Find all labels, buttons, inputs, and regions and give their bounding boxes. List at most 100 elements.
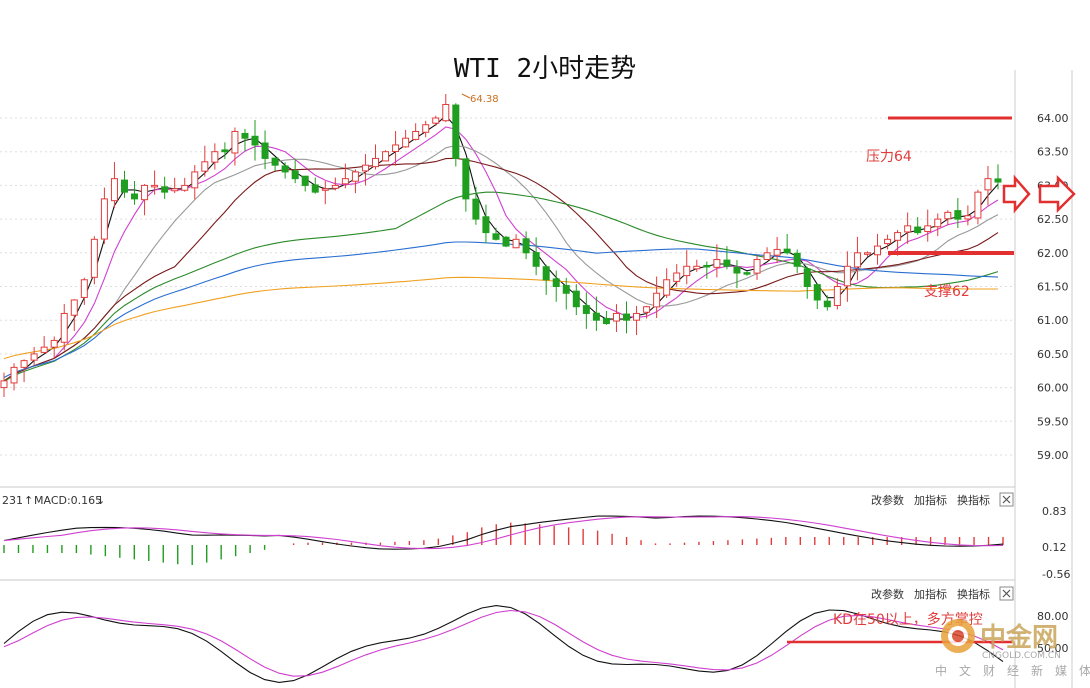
candle-body: [823, 300, 831, 308]
candle-body: [894, 232, 902, 241]
candle-body: [432, 117, 440, 124]
kd-add-indicator-button[interactable]: 加指标: [914, 587, 947, 601]
candle-body: [763, 252, 771, 260]
kd-d-line: [3, 609, 1004, 677]
candle-body: [743, 272, 751, 275]
kd-annotation: KD在50以上，多方掌控: [833, 611, 983, 628]
candle-body: [161, 186, 169, 193]
candle-body: [612, 312, 620, 322]
candle-body: [392, 144, 400, 152]
candle-body: [592, 312, 600, 321]
candle-body: [301, 175, 309, 186]
macd-prefix: 231: [2, 494, 23, 507]
candle-body: [10, 366, 18, 384]
macd-edit-params-button[interactable]: 改参数: [871, 493, 904, 507]
candle-body: [753, 259, 761, 274]
candle-body: [793, 252, 801, 267]
chart-title: WTI 2小时走势: [453, 54, 637, 84]
candle-body: [341, 178, 349, 185]
ma-line-250: [3, 276, 998, 360]
macd-dea-line: [3, 516, 1004, 550]
candle-body: [884, 238, 892, 245]
candle-body: [773, 248, 781, 256]
kd-tick-label: 50.00: [1037, 642, 1069, 655]
y-tick-label: 60.00: [1037, 382, 1069, 395]
svg-text:↑: ↑: [24, 494, 33, 507]
candle-body: [623, 313, 631, 321]
candle-body: [904, 225, 912, 233]
candle-body: [562, 285, 570, 294]
candlesticks: [0, 94, 1002, 398]
candle-body: [90, 238, 98, 278]
candle-body: [934, 218, 942, 228]
candle-body: [291, 170, 299, 180]
macd-lines: [3, 515, 1004, 550]
resistance-label: 压力64: [866, 149, 912, 165]
macd-tick-label: 0.12: [1042, 541, 1067, 554]
candle-body: [402, 137, 410, 148]
y-tick-label: 61.00: [1037, 314, 1069, 327]
candle-body: [251, 135, 259, 146]
candle-body: [703, 264, 711, 268]
candle-body: [361, 164, 369, 172]
candle-body: [120, 179, 128, 193]
kd-toolbar: 改参数 加指标 换指标: [871, 586, 1014, 601]
ma-line-60: [3, 191, 999, 382]
candle-body: [833, 286, 841, 306]
candle-body: [874, 245, 882, 256]
candle-body: [713, 259, 721, 268]
macd-histogram: [3, 522, 1004, 565]
candle-body: [331, 184, 339, 189]
candle-body: [20, 360, 28, 368]
candle-body: [110, 178, 118, 202]
y-tick-label: 59.00: [1037, 449, 1069, 462]
candle-body: [100, 198, 108, 240]
logo-tagline: 中文财经新媒体: [935, 663, 1090, 678]
kd-lines: [3, 605, 1004, 683]
macd-axis-ticks: 0.83 0.12 -0.56: [1042, 505, 1070, 581]
kd-edit-params-button[interactable]: 改参数: [871, 587, 904, 601]
candle-body: [994, 178, 1002, 183]
logo-brand: 中金网: [980, 622, 1058, 653]
candle-body: [954, 210, 962, 220]
candle-body: [853, 252, 861, 268]
candle-body: [633, 312, 641, 321]
candle-body: [231, 130, 239, 154]
candle-body: [532, 252, 540, 267]
candle-body: [50, 339, 58, 348]
candle-body: [131, 193, 139, 200]
candle-body: [382, 151, 390, 162]
candle-body: [803, 268, 811, 287]
price-gridlines: [0, 117, 1015, 456]
candle-body: [502, 236, 510, 247]
candle-body: [552, 278, 560, 287]
candle-body: [863, 252, 871, 255]
logo-domain: CNGOLD.COM.CN: [982, 651, 1061, 661]
macd-tick-label: 0.83: [1042, 505, 1067, 518]
ma-line-short: [3, 115, 999, 382]
macd-add-indicator-button[interactable]: 加指标: [914, 493, 947, 507]
candle-body: [261, 142, 269, 159]
candle-body: [673, 272, 681, 282]
macd-switch-indicator-button[interactable]: 换指标: [957, 493, 990, 507]
macd-close-icon[interactable]: [999, 492, 1014, 507]
ma-line-20: [3, 144, 999, 382]
candle-body: [843, 265, 851, 287]
candle-body: [60, 312, 68, 343]
candle-body: [512, 238, 520, 249]
candle-body: [281, 165, 289, 173]
candle-body: [271, 157, 279, 166]
candle-body: [30, 353, 38, 361]
candle-body: [974, 191, 982, 219]
candle-body: [582, 305, 590, 314]
candle-body: [813, 284, 821, 301]
price-axis-ticks: 64.0063.5063.0062.5062.0061.5061.0060.50…: [1037, 112, 1069, 462]
kd-close-icon[interactable]: [999, 586, 1014, 601]
y-tick-label: 59.50: [1037, 415, 1069, 428]
kd-switch-indicator-button[interactable]: 换指标: [957, 587, 990, 601]
candle-body: [201, 161, 209, 172]
candle-body: [964, 215, 972, 220]
candle-body: [70, 299, 78, 316]
y-tick-label: 62.00: [1037, 247, 1069, 260]
candle-body: [371, 157, 379, 168]
